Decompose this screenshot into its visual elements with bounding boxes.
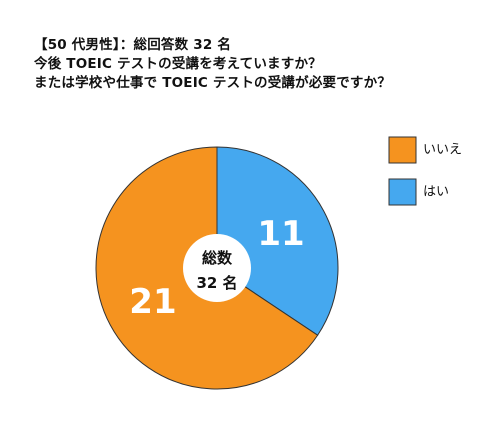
title-line-1: 【50 代男性】：総回答数 32 名 [34,37,232,53]
legend-swatch-0 [388,136,417,164]
legend-label-1: はい [423,185,449,200]
chart-title: 【50 代男性】：総回答数 32 名 今後 TOEIC テストの受講を考えていま… [34,36,474,93]
title-line-3: または学校や仕事で TOEIC テストの受講が必要ですか？ [34,75,392,91]
title-line-2: 今後 TOEIC テストの受講を考えていますか？ [34,56,322,72]
center-hole [183,234,251,302]
center-label-count: 32 名 [196,274,237,292]
slice-value-label-0: 11 [257,214,304,254]
legend-swatch-1 [388,178,417,206]
slice-value-label-1: 21 [129,282,176,322]
legend-label-0: いいえ [423,143,462,158]
center-label-total: 総数 [202,249,233,267]
